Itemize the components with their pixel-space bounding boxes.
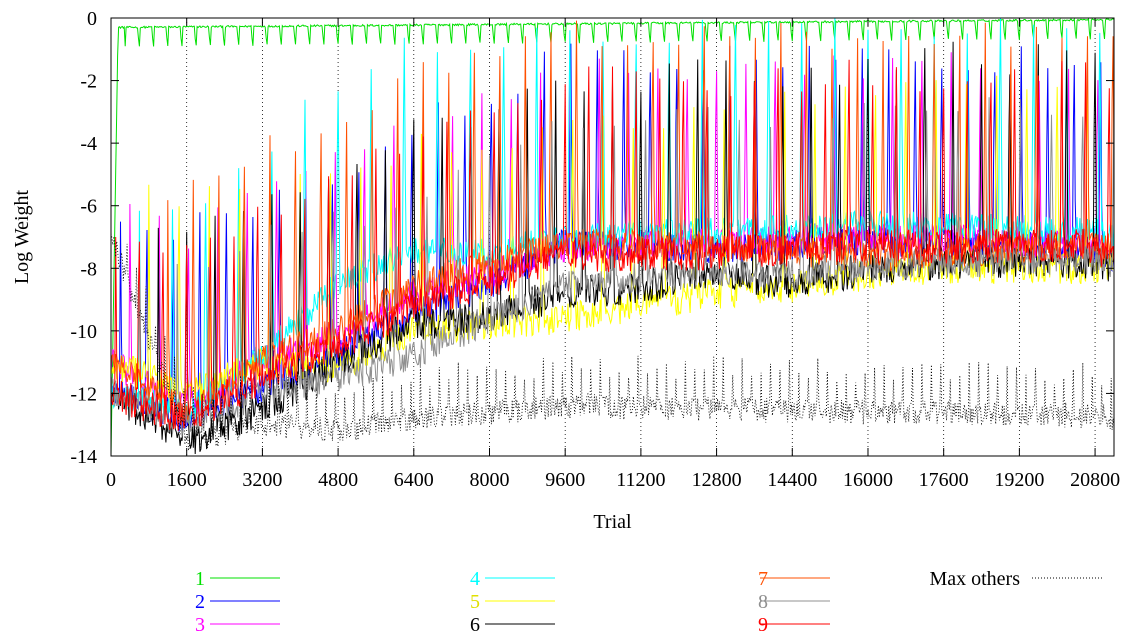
- legend-label: Max others: [929, 568, 1020, 590]
- x-tick-label: 19200: [994, 469, 1044, 491]
- x-tick-label: 11200: [616, 469, 665, 491]
- y-axis-ticks: 0 -2 -4 -6 -8 -10 -12 -14: [70, 8, 1114, 468]
- legend-label: 7: [758, 568, 768, 590]
- x-tick-label: 0: [106, 469, 116, 491]
- x-tick-label: 8000: [469, 469, 509, 491]
- y-tick-label: -2: [80, 71, 97, 93]
- x-tick-label: 17600: [919, 469, 969, 491]
- x-tick-label: 9600: [545, 469, 585, 491]
- legend-label: 4: [470, 568, 480, 590]
- y-tick-label: 0: [87, 8, 97, 30]
- y-tick-label: -8: [80, 258, 97, 280]
- x-tick-label: 16000: [843, 469, 893, 491]
- x-tick-label: 20800: [1070, 469, 1120, 491]
- series-line-max-others: [110, 233, 1115, 451]
- legend-label: 5: [470, 591, 480, 613]
- x-tick-label: 1600: [167, 469, 207, 491]
- series-line-1: [110, 17, 1115, 457]
- y-tick-label: -12: [70, 383, 97, 405]
- y-axis-label: Log Weight: [11, 189, 33, 284]
- plot-frame: [110, 17, 1115, 457]
- y-tick-label: -14: [70, 446, 97, 468]
- legend-label: 1: [195, 568, 205, 590]
- x-tick-label: 6400: [394, 469, 434, 491]
- x-tick-label: 14400: [767, 469, 817, 491]
- x-tick-label: 4800: [318, 469, 358, 491]
- legend-label: 3: [195, 614, 205, 635]
- series-layer: [110, 17, 1115, 457]
- x-tick-label: 12800: [692, 469, 742, 491]
- legend-label: 8: [758, 591, 768, 613]
- legend-label: 2: [195, 591, 205, 613]
- legend-label: 6: [470, 614, 480, 635]
- y-tick-label: -4: [80, 133, 97, 155]
- y-tick-label: -6: [80, 196, 97, 218]
- x-axis-label: Trial: [593, 511, 632, 533]
- y-tick-label: -10: [70, 321, 97, 343]
- x-tick-label: 3200: [242, 469, 282, 491]
- x-axis-ticks: 0 1600 3200 4800 6400 8000 9600 11200 12800 14400…: [106, 18, 1120, 491]
